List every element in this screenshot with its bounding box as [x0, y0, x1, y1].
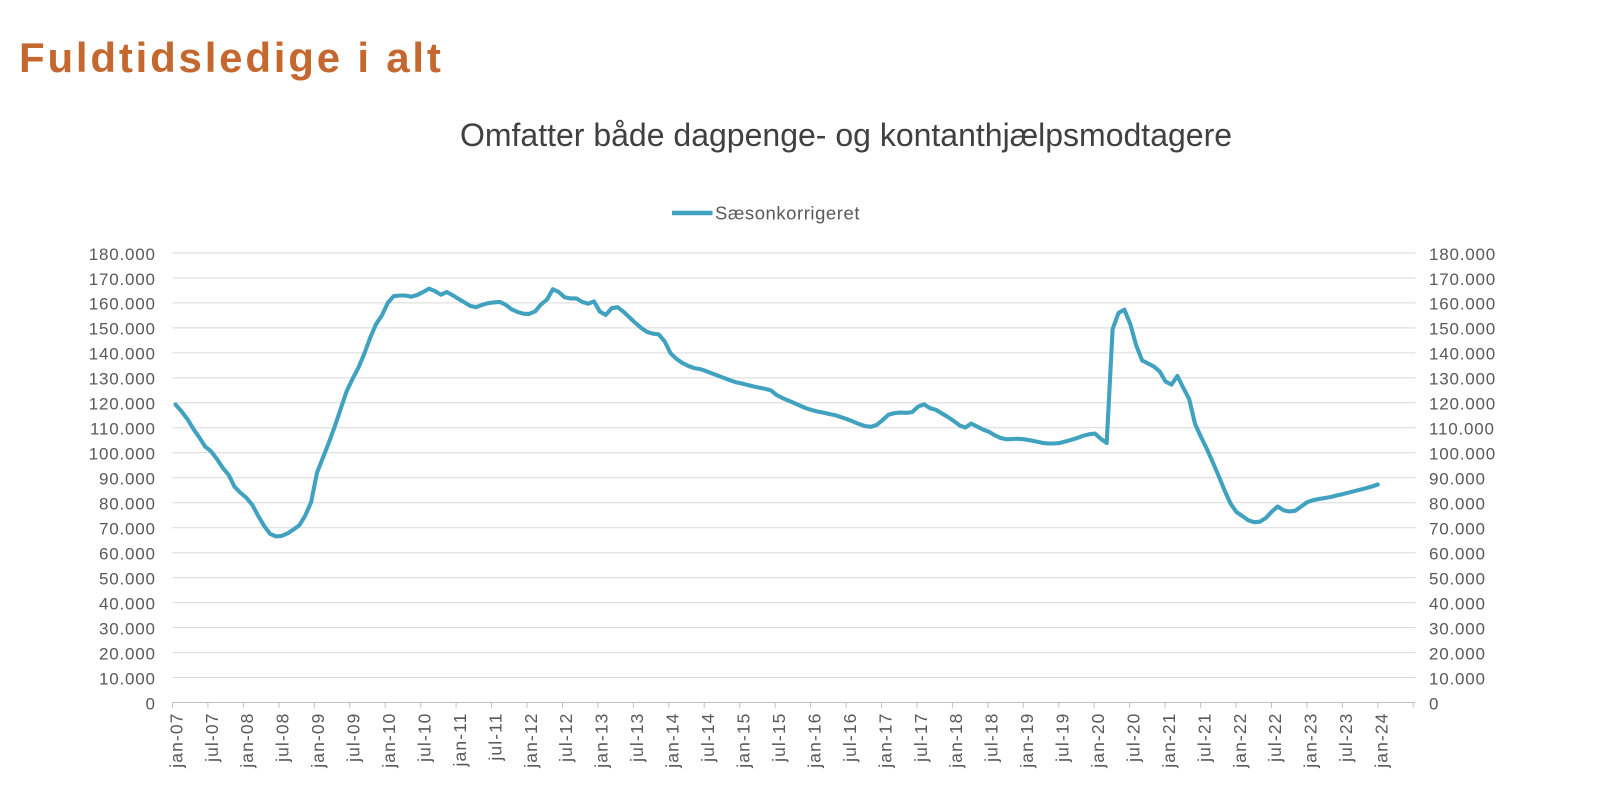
svg-text:90.000: 90.000: [1429, 470, 1486, 489]
svg-text:jul-11: jul-11: [485, 713, 505, 762]
svg-text:140.000: 140.000: [1429, 345, 1496, 364]
svg-text:110.000: 110.000: [90, 420, 156, 439]
svg-text:160.000: 160.000: [1429, 295, 1496, 314]
svg-text:180.000: 180.000: [89, 245, 156, 264]
svg-text:jan-24: jan-24: [1372, 713, 1392, 769]
svg-text:120.000: 120.000: [1429, 395, 1496, 414]
svg-text:jan-21: jan-21: [1159, 713, 1179, 769]
svg-text:jul-15: jul-15: [769, 713, 789, 763]
svg-text:jul-22: jul-22: [1265, 713, 1285, 763]
svg-text:170.000: 170.000: [89, 270, 156, 289]
svg-text:10.000: 10.000: [99, 669, 156, 688]
svg-text:jul-14: jul-14: [698, 713, 718, 763]
svg-text:40.000: 40.000: [99, 594, 156, 613]
svg-text:jul-09: jul-09: [344, 713, 364, 763]
svg-text:Fuldtidsledige i alt: Fuldtidsledige i alt: [19, 34, 444, 81]
svg-text:180.000: 180.000: [1429, 245, 1496, 264]
svg-text:0: 0: [1429, 694, 1439, 713]
svg-text:jan-20: jan-20: [1088, 713, 1108, 769]
svg-text:jul-16: jul-16: [840, 713, 860, 763]
svg-text:jan-23: jan-23: [1301, 713, 1321, 769]
svg-text:jan-19: jan-19: [1017, 713, 1037, 769]
svg-text:jan-15: jan-15: [734, 713, 754, 769]
svg-text:130.000: 130.000: [1429, 370, 1496, 389]
svg-text:jan-11: jan-11: [450, 713, 470, 768]
svg-text:jan-12: jan-12: [521, 713, 541, 769]
svg-text:160.000: 160.000: [89, 295, 156, 314]
svg-text:jul-23: jul-23: [1336, 713, 1356, 763]
svg-text:jan-13: jan-13: [592, 713, 612, 769]
svg-text:jul-20: jul-20: [1124, 713, 1144, 763]
svg-text:20.000: 20.000: [99, 644, 156, 663]
svg-text:50.000: 50.000: [99, 569, 156, 588]
svg-text:jan-08: jan-08: [237, 713, 257, 769]
svg-text:120.000: 120.000: [89, 395, 156, 414]
svg-text:jan-16: jan-16: [804, 713, 824, 769]
svg-text:170.000: 170.000: [1429, 270, 1496, 289]
svg-text:30.000: 30.000: [1429, 619, 1486, 638]
svg-text:Sæsonkorrigeret: Sæsonkorrigeret: [715, 203, 860, 224]
svg-text:0: 0: [146, 694, 156, 713]
svg-text:jul-17: jul-17: [911, 713, 931, 763]
svg-text:jul-10: jul-10: [415, 713, 435, 763]
svg-text:90.000: 90.000: [99, 470, 156, 489]
svg-text:jan-10: jan-10: [379, 713, 399, 769]
svg-text:110.000: 110.000: [1429, 420, 1495, 439]
svg-text:jan-09: jan-09: [308, 713, 328, 769]
svg-text:150.000: 150.000: [89, 320, 156, 339]
svg-text:30.000: 30.000: [99, 619, 156, 638]
svg-text:50.000: 50.000: [1429, 569, 1486, 588]
svg-text:jan-18: jan-18: [946, 713, 966, 769]
svg-text:70.000: 70.000: [99, 520, 156, 539]
svg-text:jul-07: jul-07: [202, 713, 222, 763]
svg-text:jul-18: jul-18: [982, 713, 1002, 763]
svg-text:20.000: 20.000: [1429, 644, 1486, 663]
svg-text:150.000: 150.000: [1429, 320, 1496, 339]
svg-text:40.000: 40.000: [1429, 594, 1486, 613]
svg-text:jan-22: jan-22: [1230, 713, 1250, 769]
svg-text:60.000: 60.000: [1429, 545, 1486, 564]
svg-text:10.000: 10.000: [1429, 669, 1486, 688]
svg-text:Omfatter både dagpenge- og kon: Omfatter både dagpenge- og kontanthjælps…: [460, 117, 1232, 153]
svg-text:100.000: 100.000: [1429, 445, 1496, 464]
svg-text:jul-21: jul-21: [1194, 713, 1214, 763]
svg-text:jan-07: jan-07: [166, 713, 186, 769]
svg-text:70.000: 70.000: [1429, 520, 1486, 539]
svg-text:jul-08: jul-08: [273, 713, 293, 763]
svg-text:60.000: 60.000: [99, 545, 156, 564]
svg-text:80.000: 80.000: [1429, 495, 1486, 514]
svg-text:140.000: 140.000: [89, 345, 156, 364]
svg-text:100.000: 100.000: [89, 445, 156, 464]
svg-text:jul-13: jul-13: [627, 713, 647, 763]
svg-text:jan-17: jan-17: [875, 713, 895, 769]
svg-text:jul-19: jul-19: [1053, 713, 1073, 763]
svg-text:jan-14: jan-14: [663, 713, 683, 769]
svg-text:130.000: 130.000: [89, 370, 156, 389]
svg-text:80.000: 80.000: [99, 495, 156, 514]
svg-text:jul-12: jul-12: [556, 713, 576, 763]
